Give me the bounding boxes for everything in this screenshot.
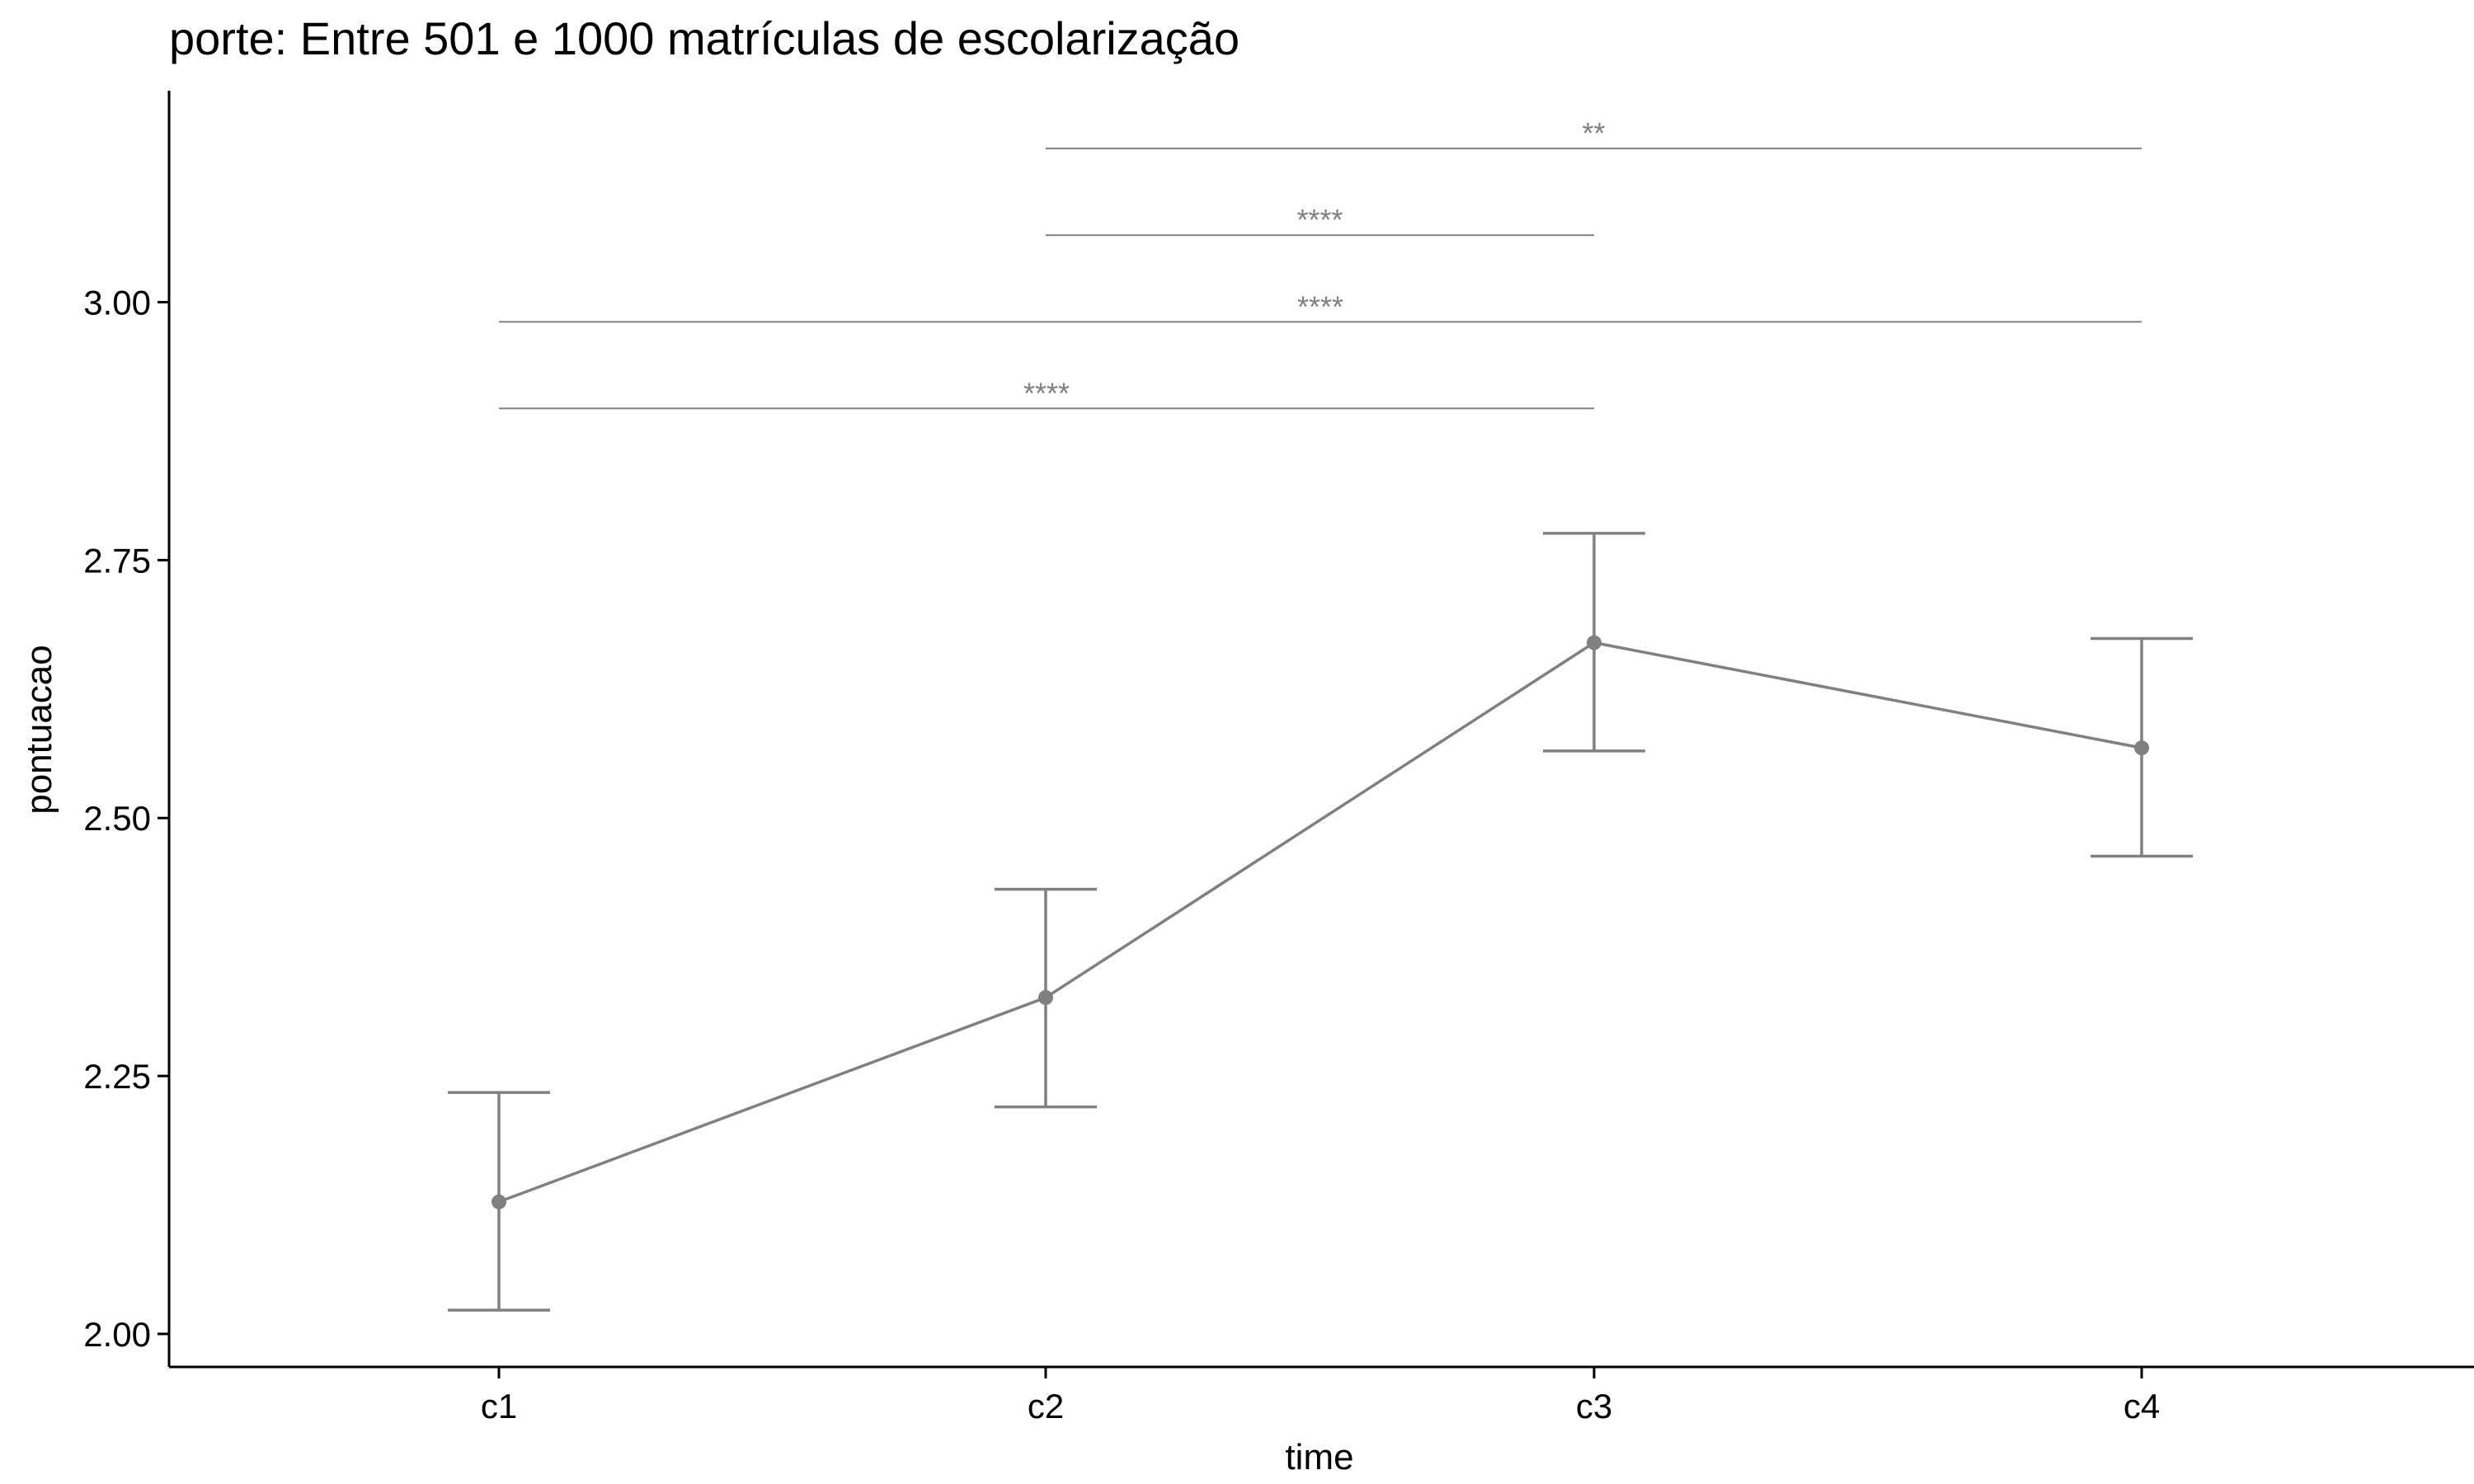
significance-label-c1-c4: **** — [1297, 289, 1343, 323]
data-point-c3 — [1587, 635, 1602, 650]
significance-label-c2-c4: ** — [1582, 116, 1605, 150]
x-tick-label-c3: c3 — [1576, 1387, 1612, 1425]
y-tick-label: 2.00 — [83, 1315, 151, 1354]
series-line — [498, 641, 2142, 1204]
chart-title: porte: Entre 501 e 1000 matrículas de es… — [169, 12, 1239, 64]
y-tick-label: 2.50 — [83, 799, 151, 838]
y-axis-title: pontuacao — [19, 645, 59, 815]
data-point-c2 — [1038, 989, 1053, 1005]
significance-label-c2-c3: **** — [1296, 203, 1343, 237]
data-point-c4 — [2134, 740, 2149, 756]
y-tick-label: 2.75 — [83, 541, 151, 580]
significance-label-c1-c3: **** — [1023, 376, 1070, 410]
y-tick-label: 3.00 — [83, 284, 151, 322]
data-point-c1 — [492, 1194, 506, 1209]
y-tick-label: 2.25 — [83, 1057, 151, 1096]
x-tick-label-c4: c4 — [2124, 1387, 2160, 1425]
x-tick-label-c2: c2 — [1028, 1387, 1064, 1425]
x-axis-title: time — [1285, 1437, 1353, 1477]
x-tick-label-c1: c1 — [481, 1387, 517, 1425]
